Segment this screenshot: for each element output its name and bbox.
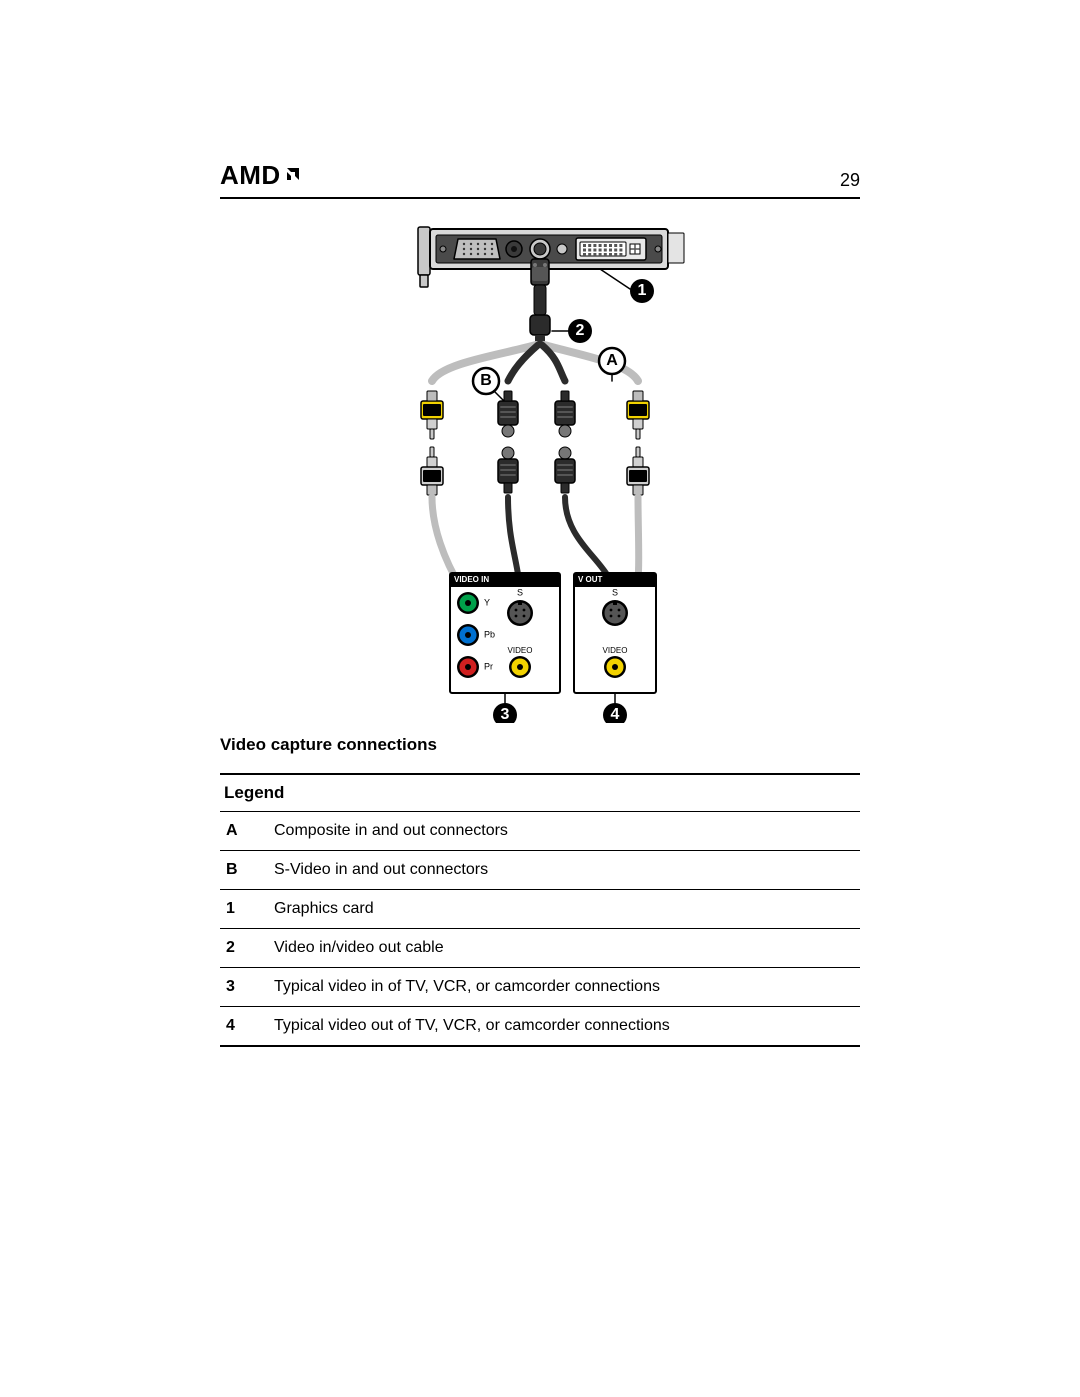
- svg-text:A: A: [606, 352, 618, 369]
- legend-title: Legend: [220, 773, 860, 812]
- legend-row: 4Typical video out of TV, VCR, or camcor…: [220, 1007, 860, 1047]
- amd-logo-arrow-icon: [283, 160, 303, 191]
- legend-row: BS-Video in and out connectors: [220, 851, 860, 890]
- page-header: AMD 29: [220, 160, 860, 199]
- legend-text: S-Video in and out connectors: [268, 851, 860, 890]
- legend-row: 3Typical video in of TV, VCR, or camcord…: [220, 968, 860, 1007]
- connections-diagram: 1 2 A B VIDEO IN V OUT Y Pb Pr S VIDEO S VIDEO 3 4: [390, 223, 690, 723]
- legend-text: Graphics card: [268, 890, 860, 929]
- amd-logo: AMD: [220, 160, 303, 191]
- legend-key: B: [220, 851, 268, 890]
- svg-text:1: 1: [638, 282, 647, 299]
- legend-text: Typical video out of TV, VCR, or camcord…: [268, 1007, 860, 1047]
- svg-text:2: 2: [576, 322, 585, 339]
- legend-key: 4: [220, 1007, 268, 1047]
- page-number: 29: [840, 170, 860, 191]
- legend-row: 1Graphics card: [220, 890, 860, 929]
- svg-text:Pr: Pr: [484, 661, 493, 671]
- svg-text:Pb: Pb: [484, 629, 495, 639]
- legend-key: 1: [220, 890, 268, 929]
- legend-text: Typical video in of TV, VCR, or camcorde…: [268, 968, 860, 1007]
- svg-text:B: B: [480, 372, 492, 389]
- svg-text:VIDEO IN: VIDEO IN: [454, 575, 489, 584]
- legend-text: Video in/video out cable: [268, 929, 860, 968]
- svg-text:VIDEO: VIDEO: [603, 646, 628, 655]
- legend-row: AComposite in and out connectors: [220, 812, 860, 851]
- legend-key: 3: [220, 968, 268, 1007]
- svg-text:3: 3: [501, 706, 510, 723]
- legend-row: 2Video in/video out cable: [220, 929, 860, 968]
- legend-key: 2: [220, 929, 268, 968]
- svg-text:S: S: [612, 587, 618, 597]
- amd-logo-text: AMD: [220, 160, 281, 191]
- legend-key: A: [220, 812, 268, 851]
- diagram-container: 1 2 A B VIDEO IN V OUT Y Pb Pr S VIDEO S VIDEO 3 4: [220, 223, 860, 723]
- legend-table: AComposite in and out connectorsBS-Video…: [220, 812, 860, 1047]
- svg-text:4: 4: [611, 706, 620, 723]
- figure-caption: Video capture connections: [220, 735, 860, 755]
- document-page: AMD 29 12ABVIDEO INV OUTYPbPrSVIDEOSVIDE…: [0, 0, 1080, 1397]
- legend-text: Composite in and out connectors: [268, 812, 860, 851]
- svg-text:V OUT: V OUT: [578, 575, 603, 584]
- svg-text:Y: Y: [484, 597, 490, 607]
- svg-text:S: S: [517, 587, 523, 597]
- svg-text:VIDEO: VIDEO: [508, 646, 533, 655]
